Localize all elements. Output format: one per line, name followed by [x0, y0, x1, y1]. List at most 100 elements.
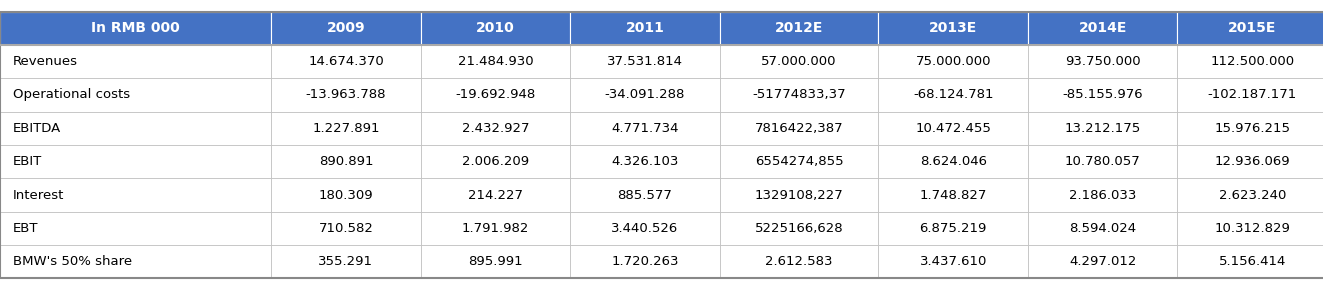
Text: 2013E: 2013E — [929, 21, 978, 35]
Bar — [1028, 112, 1177, 145]
Text: 2.623.240: 2.623.240 — [1218, 188, 1286, 202]
Text: 5.156.414: 5.156.414 — [1218, 255, 1286, 268]
Bar — [271, 245, 421, 278]
Bar — [1028, 178, 1177, 212]
Bar — [878, 112, 1028, 145]
Text: 10.312.829: 10.312.829 — [1215, 222, 1290, 235]
Text: 15.976.215: 15.976.215 — [1215, 122, 1290, 135]
Text: 2.186.033: 2.186.033 — [1069, 188, 1136, 202]
Text: -85.155.976: -85.155.976 — [1062, 88, 1143, 102]
Bar — [570, 212, 720, 245]
Bar — [1028, 245, 1177, 278]
Bar — [421, 245, 570, 278]
Text: 7816422,387: 7816422,387 — [755, 122, 843, 135]
Text: EBIT: EBIT — [13, 155, 42, 168]
Bar — [878, 212, 1028, 245]
Bar — [1028, 45, 1177, 78]
Text: Interest: Interest — [13, 188, 65, 202]
Text: 37.531.814: 37.531.814 — [607, 55, 683, 68]
Text: 10.472.455: 10.472.455 — [916, 122, 991, 135]
Text: BMW's 50% share: BMW's 50% share — [13, 255, 132, 268]
Text: 21.484.930: 21.484.930 — [458, 55, 533, 68]
Bar — [0, 212, 271, 245]
Bar — [878, 245, 1028, 278]
Bar — [0, 178, 271, 212]
Bar — [878, 145, 1028, 178]
Text: EBITDA: EBITDA — [13, 122, 61, 135]
Text: 12.936.069: 12.936.069 — [1215, 155, 1290, 168]
Bar — [878, 178, 1028, 212]
Text: 14.674.370: 14.674.370 — [308, 55, 384, 68]
Bar — [0, 245, 271, 278]
Bar — [1177, 78, 1323, 112]
Bar — [271, 78, 421, 112]
Bar — [1177, 145, 1323, 178]
Bar — [1028, 12, 1177, 45]
Bar — [570, 245, 720, 278]
Text: 10.780.057: 10.780.057 — [1065, 155, 1140, 168]
Text: 885.577: 885.577 — [618, 188, 672, 202]
Text: 2.612.583: 2.612.583 — [765, 255, 833, 268]
Text: -68.124.781: -68.124.781 — [913, 88, 994, 102]
Bar — [570, 112, 720, 145]
Text: 75.000.000: 75.000.000 — [916, 55, 991, 68]
Text: 8.624.046: 8.624.046 — [919, 155, 987, 168]
Bar — [1028, 78, 1177, 112]
Bar — [570, 45, 720, 78]
Bar — [0, 45, 271, 78]
Text: 3.437.610: 3.437.610 — [919, 255, 987, 268]
Text: 2011: 2011 — [626, 21, 664, 35]
Text: -34.091.288: -34.091.288 — [605, 88, 685, 102]
Text: 3.440.526: 3.440.526 — [611, 222, 679, 235]
Bar — [1177, 45, 1323, 78]
Bar — [878, 78, 1028, 112]
Text: 890.891: 890.891 — [319, 155, 373, 168]
Bar — [421, 12, 570, 45]
Bar — [271, 112, 421, 145]
Bar — [0, 112, 271, 145]
Bar — [421, 145, 570, 178]
Text: 4.771.734: 4.771.734 — [611, 122, 679, 135]
Text: 13.212.175: 13.212.175 — [1065, 122, 1140, 135]
Text: 214.227: 214.227 — [468, 188, 523, 202]
Bar — [720, 12, 878, 45]
Bar — [271, 178, 421, 212]
Bar — [1177, 212, 1323, 245]
Bar — [421, 45, 570, 78]
Bar — [421, 178, 570, 212]
Text: 6554274,855: 6554274,855 — [755, 155, 843, 168]
Text: -19.692.948: -19.692.948 — [455, 88, 536, 102]
Bar — [1177, 112, 1323, 145]
Text: 5225166,628: 5225166,628 — [755, 222, 843, 235]
Text: -51774833,37: -51774833,37 — [753, 88, 845, 102]
Bar — [720, 178, 878, 212]
Text: -102.187.171: -102.187.171 — [1208, 88, 1297, 102]
Text: 2010: 2010 — [476, 21, 515, 35]
Bar — [720, 145, 878, 178]
Text: 355.291: 355.291 — [319, 255, 373, 268]
Text: 2012E: 2012E — [775, 21, 823, 35]
Text: 6.875.219: 6.875.219 — [919, 222, 987, 235]
Bar — [720, 245, 878, 278]
Bar — [720, 45, 878, 78]
Text: 1329108,227: 1329108,227 — [754, 188, 844, 202]
Bar — [720, 212, 878, 245]
Bar — [720, 112, 878, 145]
Bar — [421, 212, 570, 245]
Bar — [570, 78, 720, 112]
Text: 1.227.891: 1.227.891 — [312, 122, 380, 135]
Text: 93.750.000: 93.750.000 — [1065, 55, 1140, 68]
Bar — [878, 12, 1028, 45]
Text: 2.006.209: 2.006.209 — [462, 155, 529, 168]
Bar — [421, 78, 570, 112]
Text: 895.991: 895.991 — [468, 255, 523, 268]
Bar — [1177, 245, 1323, 278]
Bar — [1177, 178, 1323, 212]
Text: 2014E: 2014E — [1078, 21, 1127, 35]
Bar — [1028, 212, 1177, 245]
Bar — [570, 12, 720, 45]
Text: Operational costs: Operational costs — [13, 88, 131, 102]
Bar — [1028, 145, 1177, 178]
Text: 4.326.103: 4.326.103 — [611, 155, 679, 168]
Text: -13.963.788: -13.963.788 — [306, 88, 386, 102]
